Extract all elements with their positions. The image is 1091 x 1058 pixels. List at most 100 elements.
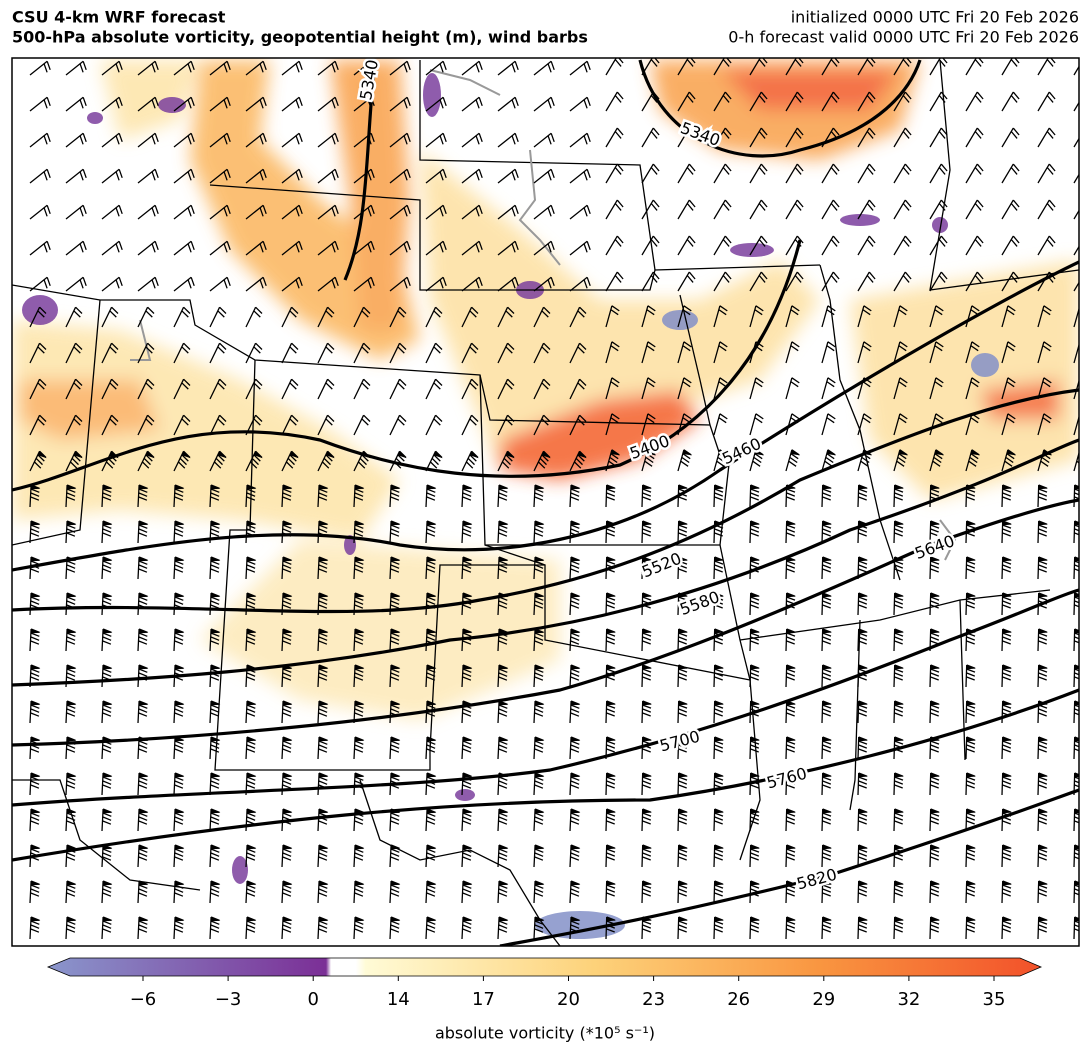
barb-flag <box>318 557 329 562</box>
wind-barb <box>641 199 660 220</box>
height-contour <box>12 239 802 492</box>
wind-barb <box>389 132 411 148</box>
wind-barb <box>281 96 303 112</box>
wind-barb <box>821 413 836 436</box>
wind-barb <box>389 378 407 400</box>
wind-barb <box>137 450 155 472</box>
wind-barb <box>533 414 551 436</box>
wind-barb <box>641 163 660 184</box>
barb-flag <box>1074 629 1079 634</box>
wind-barb <box>461 132 483 148</box>
barb-flag <box>678 737 688 742</box>
barb-flag <box>289 451 299 459</box>
wind-barb <box>209 306 227 328</box>
barb-flag <box>534 809 545 814</box>
barb-flag <box>570 629 581 634</box>
barb-flag <box>678 665 688 670</box>
wind-barb <box>101 132 123 148</box>
barb-flag <box>642 845 652 850</box>
barb-flag <box>606 737 616 742</box>
wind-barb <box>65 276 87 292</box>
barb-flag <box>426 665 437 670</box>
wind-barb <box>785 199 804 220</box>
wind-barb <box>605 341 620 364</box>
barb-flag <box>1038 485 1048 490</box>
wind-barb <box>713 163 732 184</box>
barb-flag <box>318 701 329 706</box>
barb-flag <box>282 917 293 922</box>
barb-flag <box>145 451 155 459</box>
barb-flag <box>570 701 581 706</box>
wind-barb <box>65 204 87 220</box>
barb-flag <box>642 557 652 562</box>
barb-flag <box>102 773 113 778</box>
barb-flag <box>498 521 509 526</box>
wind-barb <box>101 342 119 364</box>
wind-barb <box>677 377 692 400</box>
barb-flag <box>102 665 113 670</box>
negative-vorticity <box>22 73 999 939</box>
barb-flag <box>390 485 401 490</box>
wind-barb <box>1073 209 1079 220</box>
barb-flag <box>606 917 616 922</box>
barb-flag <box>894 737 904 742</box>
wind-barb <box>245 168 267 184</box>
wind-barb <box>749 199 768 220</box>
wind-barb <box>929 199 948 220</box>
barb-flag <box>714 737 724 742</box>
wind-barb <box>641 127 660 148</box>
wind-barb <box>281 414 299 436</box>
wind-barb <box>173 276 195 292</box>
wind-barb <box>857 58 876 76</box>
barb-flag <box>858 485 868 490</box>
wind-barb <box>101 306 119 328</box>
barb-flag <box>642 881 652 886</box>
wind-barb <box>605 377 620 400</box>
barb-flag <box>894 917 904 922</box>
wind-barb <box>353 414 371 436</box>
barb-flag <box>1074 881 1079 886</box>
barb-flag <box>462 737 473 742</box>
wind-barb <box>929 341 944 364</box>
wind-barb <box>389 276 411 292</box>
wind-barb <box>425 96 447 112</box>
wind-barb <box>965 58 984 76</box>
barb-flag <box>930 845 940 850</box>
barb-flag <box>102 917 113 922</box>
wind-barb <box>209 240 231 256</box>
barb-flag <box>462 557 473 562</box>
barb-flag <box>246 773 257 778</box>
colorbar-tick-label: −6 <box>130 989 157 1010</box>
barb-flag <box>570 809 581 814</box>
barb-flag <box>1038 737 1048 742</box>
barb-flag <box>210 917 221 922</box>
wind-barb <box>641 377 656 400</box>
barb-flag <box>1074 701 1079 706</box>
barb-flag <box>318 593 329 598</box>
barb-flag <box>1002 917 1012 922</box>
wind-barb <box>821 91 840 112</box>
wind-barb <box>65 306 83 328</box>
barb-flag <box>498 557 509 562</box>
wind-barb <box>641 271 660 292</box>
barb-flag <box>390 521 401 526</box>
barb-flag <box>354 917 365 922</box>
barb-flag <box>822 701 832 706</box>
wind-barb <box>29 378 47 400</box>
wind-barb <box>929 91 948 112</box>
barb-flag <box>354 593 365 598</box>
wind-barb <box>893 235 912 256</box>
barb-flag <box>786 665 796 670</box>
wind-barb <box>137 306 155 328</box>
wind-barb <box>101 96 123 112</box>
barb-flag <box>246 521 257 526</box>
wind-barb <box>1037 127 1056 148</box>
barb-flag <box>570 881 581 886</box>
wind-barb <box>29 96 51 112</box>
colorbar-tick-label: 26 <box>727 989 750 1010</box>
wind-barb <box>173 378 191 400</box>
barb-flag <box>246 845 257 850</box>
wind-barb <box>1001 127 1020 148</box>
wind-barb <box>677 271 696 292</box>
wind-barb <box>1073 137 1079 148</box>
